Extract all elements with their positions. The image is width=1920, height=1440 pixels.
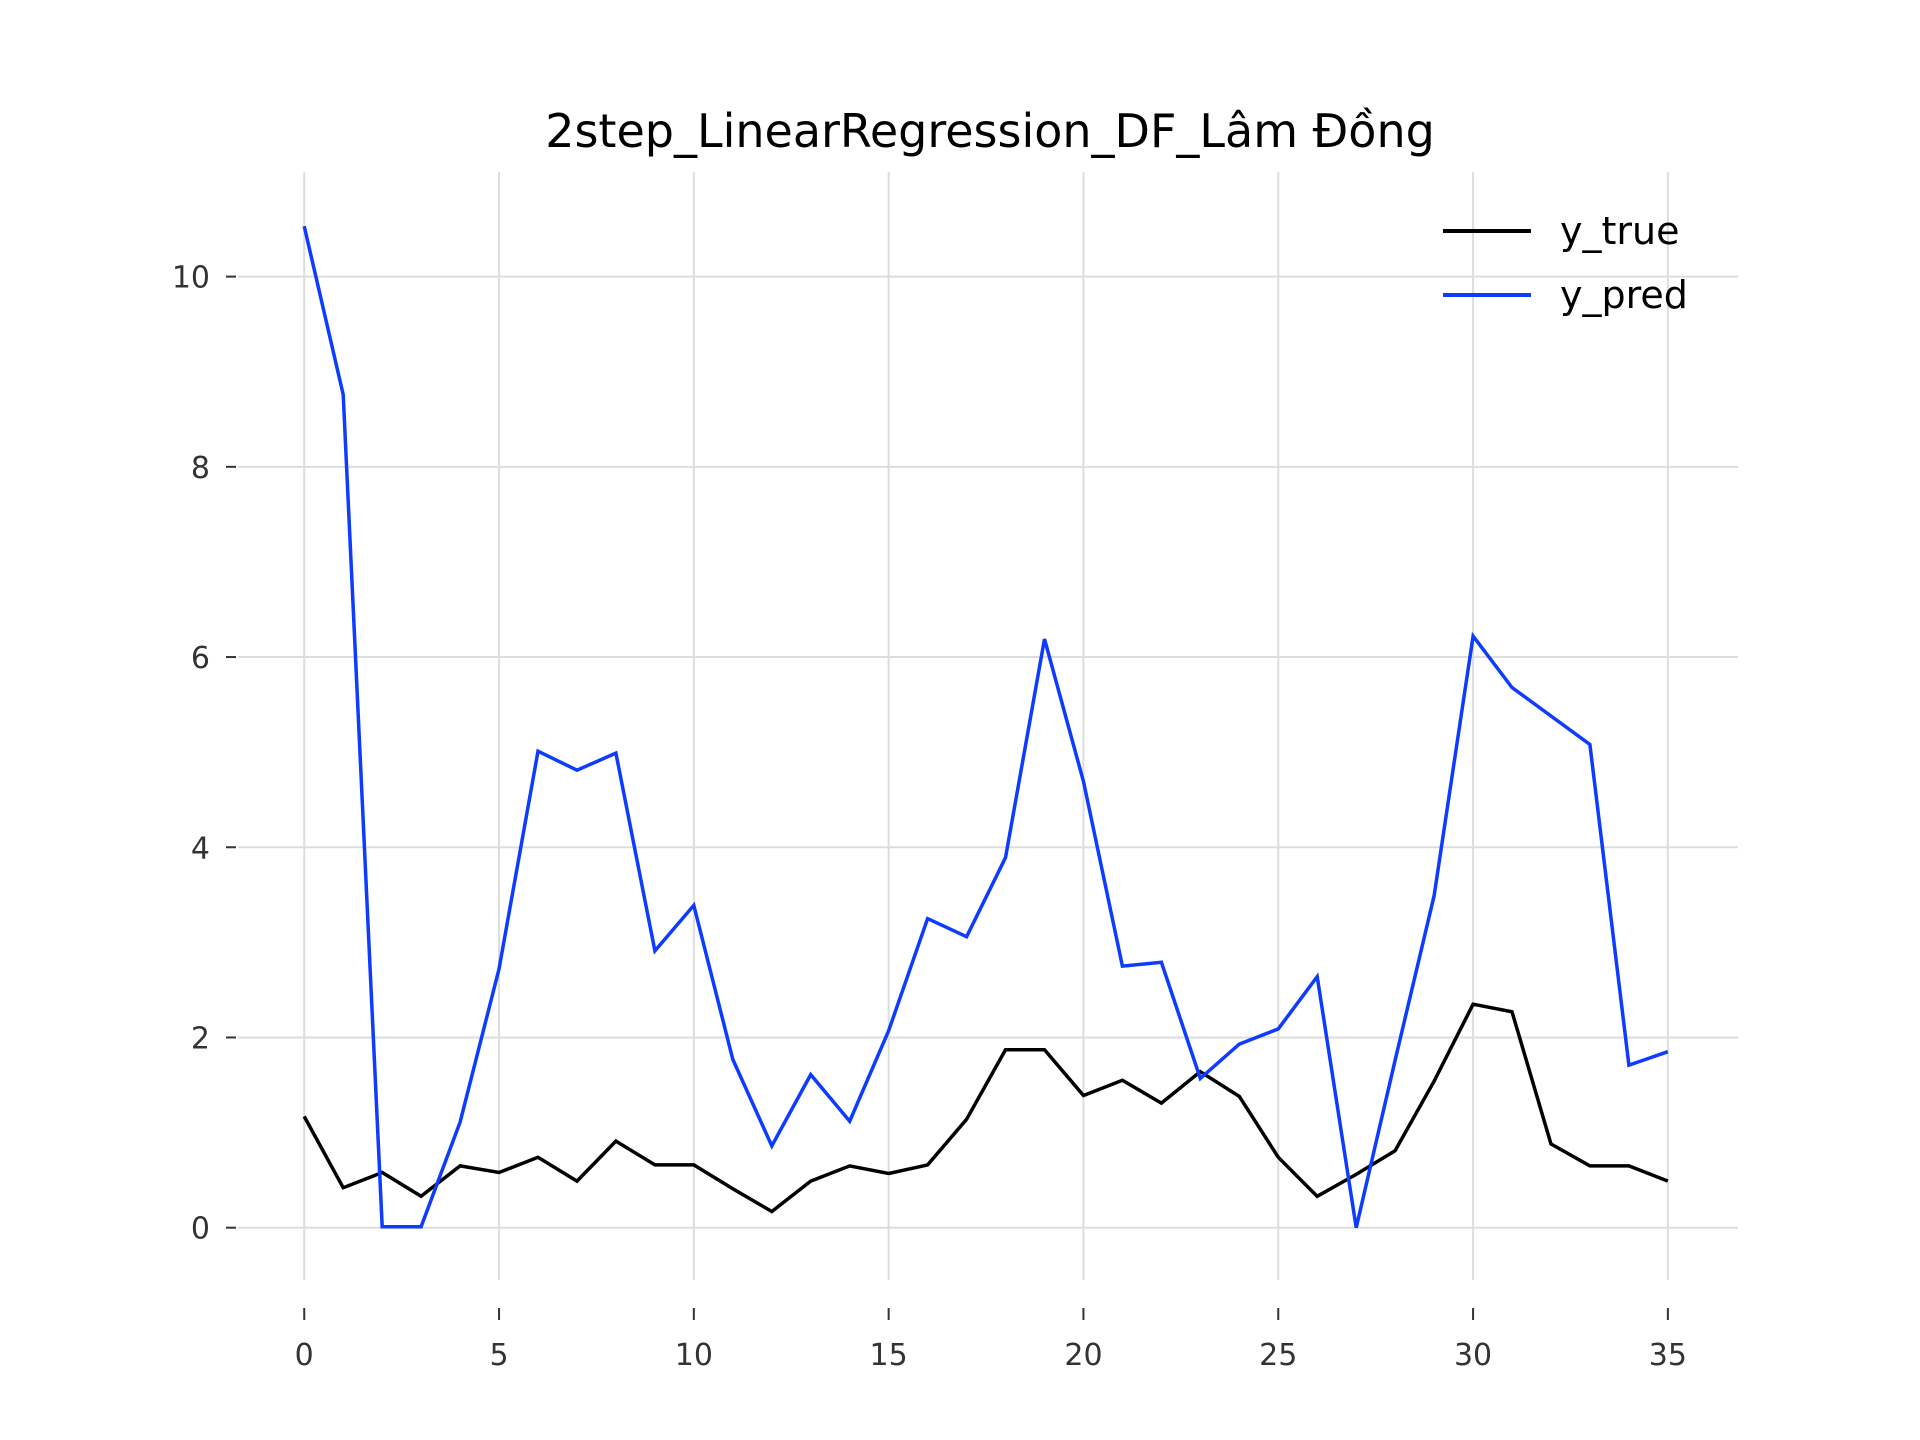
legend-label-y_true: y_true [1560, 209, 1679, 253]
grid-lines [238, 172, 1738, 1280]
legend-label-y_pred: y_pred [1560, 273, 1688, 317]
x-tick-label-5: 5 [489, 1338, 508, 1373]
chart-title: 2step_LinearRegression_DF_Lâm Đồng [545, 104, 1435, 158]
legend: y_true y_pred [1443, 209, 1688, 317]
x-tick-label-0: 0 [295, 1338, 314, 1373]
x-tick-label-30: 30 [1454, 1338, 1492, 1373]
x-tick-label-25: 25 [1259, 1338, 1297, 1373]
y-tick-label-2: 2 [191, 1021, 210, 1056]
x-tick-label-20: 20 [1064, 1338, 1102, 1373]
y-tick-label-10: 10 [172, 261, 210, 296]
y-tick-label-0: 0 [191, 1212, 210, 1247]
y-tick-label-6: 6 [191, 641, 210, 676]
y-tick-label-4: 4 [191, 831, 210, 866]
axes: 0 5 10 15 20 25 30 35 0 2 4 6 8 10 [172, 261, 1687, 1373]
x-tick-label-35: 35 [1649, 1338, 1687, 1373]
x-tick-label-10: 10 [675, 1338, 713, 1373]
x-tick-label-15: 15 [870, 1338, 908, 1373]
series-lines [302, 225, 1669, 1229]
y-tick-label-8: 8 [191, 451, 210, 486]
series-line-y_true [302, 1002, 1669, 1214]
series-line-y_pred [302, 225, 1669, 1229]
